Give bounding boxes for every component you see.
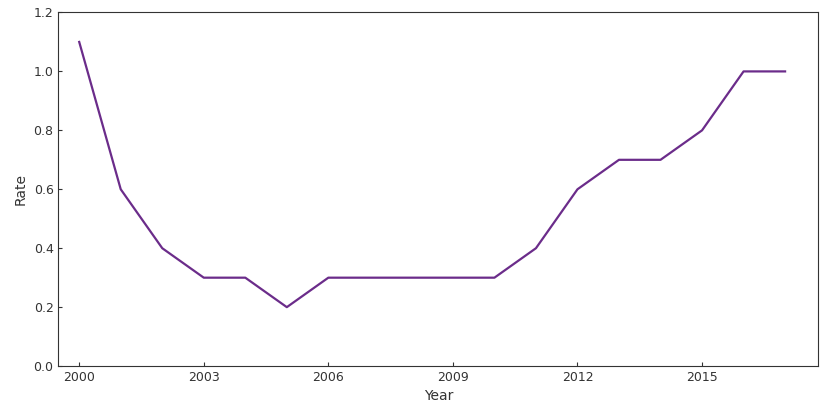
Y-axis label: Rate: Rate — [14, 173, 28, 205]
X-axis label: Year: Year — [423, 389, 453, 404]
